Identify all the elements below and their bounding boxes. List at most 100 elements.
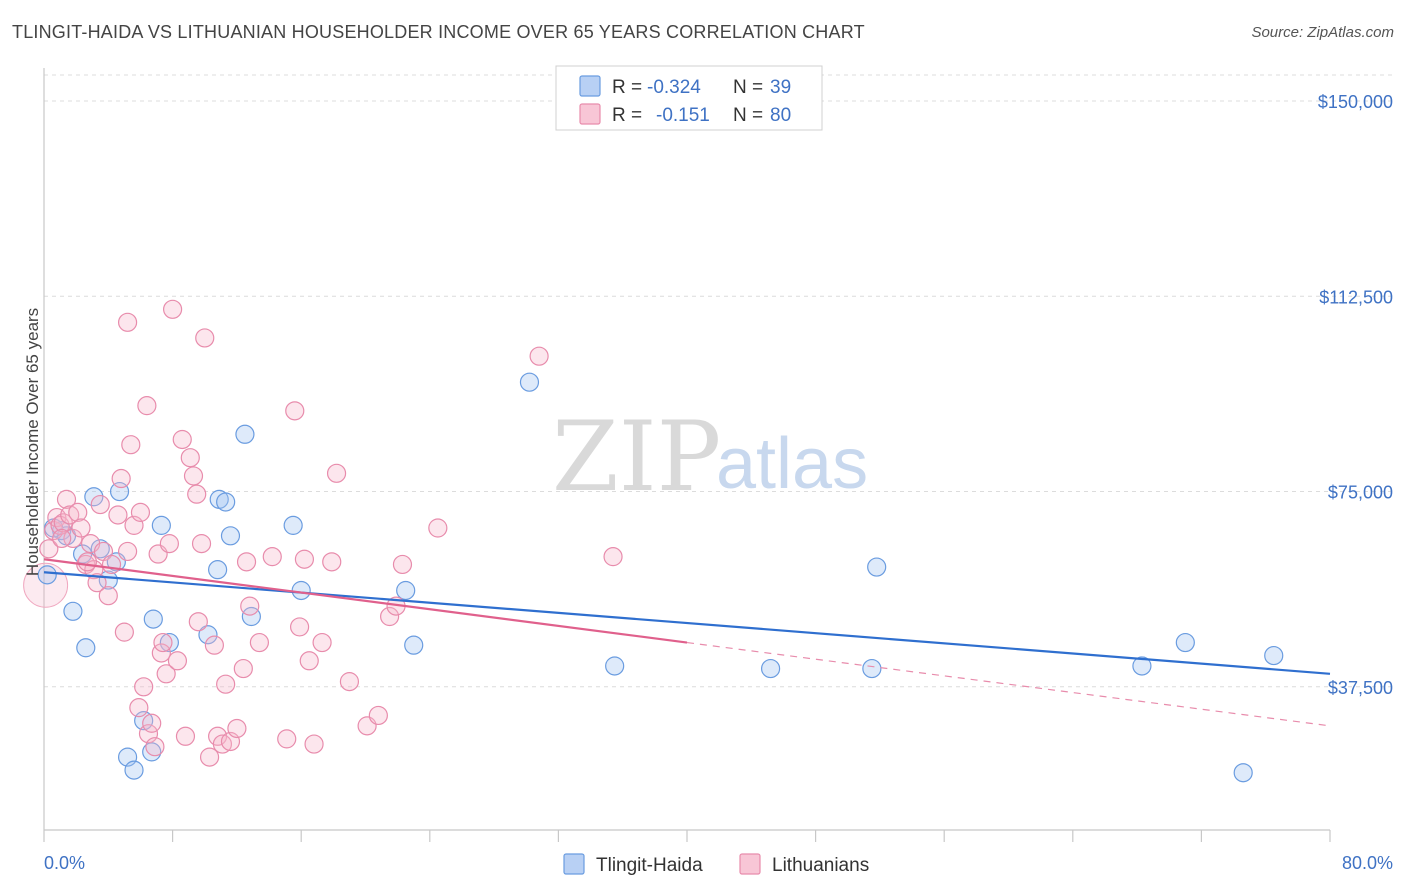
tlingit-point-21 (216, 492, 236, 512)
lithuanian-point-17 (98, 586, 118, 606)
lithuanian-point-14 (87, 573, 107, 593)
lithuanian-point-53 (227, 718, 247, 739)
lithuanian-point-63 (299, 651, 319, 671)
series-legend-tlingit: Tlingit-Haida (596, 855, 703, 876)
tlingit-point-22 (220, 526, 241, 546)
trend-lines (43, 558, 1331, 727)
lithuanian-point-51 (216, 674, 236, 694)
tlingit-point-34 (1132, 656, 1152, 676)
lithuanian-point-6 (56, 489, 77, 509)
grid (44, 74, 1395, 688)
lithuanian-trend-extension (686, 641, 1331, 727)
lithuanian-point-35 (156, 664, 176, 684)
tlingit-point-27 (396, 580, 416, 601)
lithuanian-point-70 (368, 705, 388, 726)
lithuanian-point-66 (322, 552, 342, 572)
lithuanian-point-19 (108, 505, 128, 525)
legend-r-label-1: R = (612, 77, 642, 98)
lithuanian-point-46 (195, 328, 215, 348)
stats-legend: R = -0.324 N = 39 R = -0.151 N = 80 (555, 65, 823, 131)
lithuanian-point-5 (53, 513, 73, 533)
axes (43, 68, 1331, 842)
chart-title: TLINGIT-HAIDA VS LITHUANIAN HOUSEHOLDER … (12, 22, 865, 42)
lithuanian-point-55 (236, 552, 257, 572)
lithuanian-point-42 (183, 466, 204, 486)
lithuanian-point-22 (117, 541, 138, 562)
tlingit-point-32 (862, 658, 882, 679)
lithuanian-point-59 (277, 729, 297, 749)
legend-r-value-1: -0.324 (647, 77, 701, 98)
lithuanian-point-44 (188, 612, 208, 632)
lithuanian-point-25 (129, 698, 149, 718)
lithuanian-point-26 (130, 502, 151, 522)
lithuanian-point-27 (134, 677, 154, 697)
legend-n-value-2: 80 (770, 105, 791, 126)
series-legend-lithuanian: Lithuanians (772, 855, 869, 876)
legend-n-label-1: N = (733, 77, 763, 98)
lithuanian-point-54 (233, 658, 253, 679)
legend-swatch-lithuanian (579, 103, 601, 125)
legend-r-label-2: R = (612, 105, 642, 126)
lithuanian-point-67 (326, 463, 347, 483)
lithuanian-point-61 (289, 617, 310, 637)
y-tick-labels: $37,500 $75,000 $112,500 $150,000 (1318, 92, 1393, 698)
tlingit-point-33 (867, 557, 887, 577)
lithuanian-point-60 (285, 401, 305, 421)
lithuanian-point-34 (153, 632, 173, 653)
lithuanian-point-43 (187, 484, 207, 504)
tlingit-trend-line (43, 571, 1331, 675)
tlingit-point-37 (1264, 645, 1284, 666)
x-tick-label-1: 80.0% (1342, 853, 1393, 873)
legend-n-value-1: 39 (770, 77, 791, 98)
lithuanian-point-78 (77, 552, 98, 572)
y-tick-label-3: $150,000 (1318, 92, 1393, 112)
tlingit-point-23 (235, 424, 255, 444)
lithuanian-point-48 (204, 635, 224, 655)
tlingit-point-18 (198, 625, 218, 645)
tlingit-point-25 (283, 515, 303, 535)
lithuanian-point-36 (159, 534, 179, 554)
x-tick-labels: 0.0% 80.0% (44, 853, 1393, 873)
lithuanian-point-62 (294, 549, 315, 569)
lithuanian-point-9 (68, 502, 88, 522)
chart-source: Source: ZipAtlas.com (1251, 24, 1394, 41)
lithuanian-point-39 (172, 429, 192, 450)
lithuanian-point-23 (121, 435, 141, 455)
y-axis-label: Householder Income Over 65 years (23, 308, 42, 576)
tlingit-point-14 (142, 742, 162, 762)
lithuanian-point-79 (52, 528, 72, 549)
series-legend-swatch-tlingit (563, 853, 585, 875)
series-legend-swatch-lithuanian (739, 853, 761, 875)
lithuanian-point-64 (304, 734, 324, 754)
tlingit-point-29 (519, 372, 540, 392)
lithuanian-point-18 (101, 554, 122, 575)
lithuanian-point-47 (199, 747, 220, 767)
tlingit-point-31 (760, 658, 781, 679)
legend-r-value-2: -0.151 (656, 105, 710, 126)
lithuanian-point-15 (90, 494, 110, 515)
data-points (23, 299, 1284, 783)
tlingit-point-3 (63, 601, 83, 621)
y-tick-label-1: $75,000 (1328, 483, 1393, 503)
lithuanian-point-20 (111, 468, 131, 489)
tlingit-point-12 (124, 760, 144, 780)
tlingit-point-15 (143, 609, 163, 629)
lithuanian-point-38 (167, 651, 188, 671)
y-tick-label-2: $112,500 (1319, 287, 1393, 307)
legend-n-label-2: N = (733, 105, 763, 126)
lithuanian-point-40 (175, 726, 196, 746)
lithuanian-point-68 (339, 672, 360, 692)
lithuanian-point-31 (145, 737, 165, 757)
tlingit-point-8 (98, 570, 118, 590)
lithuanian-trend-line (43, 558, 688, 644)
lithuanian-point-45 (191, 534, 212, 554)
tlingit-point-16 (151, 515, 171, 535)
lithuanian-point-1 (39, 539, 59, 559)
lithuanian-point-21 (114, 622, 134, 642)
lithuanian-point-65 (312, 632, 332, 653)
lithuanian-point-57 (249, 632, 270, 653)
y-tick-label-0: $37,500 (1328, 678, 1393, 698)
tlingit-point-28 (404, 635, 424, 655)
x-tick-label-0: 0.0% (44, 853, 85, 873)
